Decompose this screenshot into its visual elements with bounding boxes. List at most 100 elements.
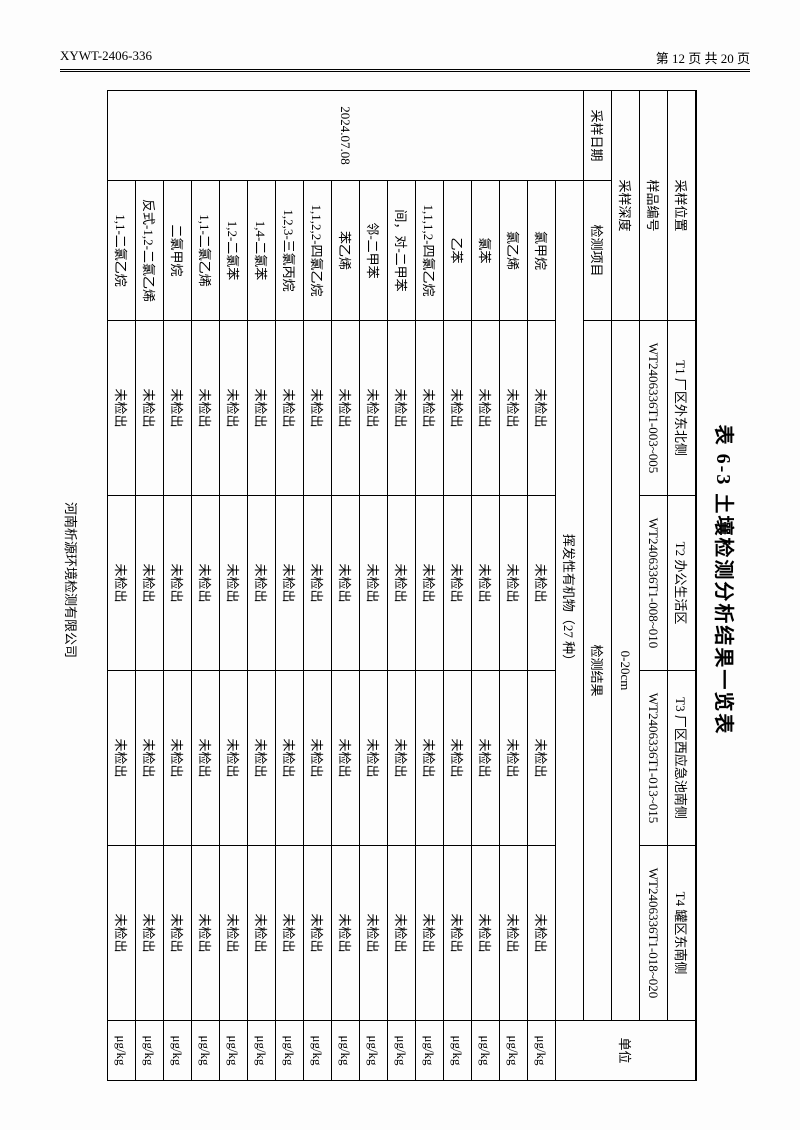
val-t3: 未检出 [304, 671, 332, 846]
val-unit: μg/kg [276, 1021, 304, 1081]
val-t4: 未检出 [276, 846, 304, 1021]
label-result: 检测结果 [584, 321, 612, 1021]
val-t4: 未检出 [360, 846, 388, 1021]
rotated-content: 表 6-3 土壤检测分析结果一览表 采样位置T1 厂区外东北侧T2 办公生活区T… [50, 90, 750, 1070]
label-unit: 单位 [556, 1021, 697, 1081]
val-t1: 未检出 [416, 321, 444, 496]
col-t1-pos: T1 厂区外东北侧 [668, 321, 697, 496]
val-t2: 未检出 [472, 496, 500, 671]
val-t1: 未检出 [360, 321, 388, 496]
val-t3: 未检出 [220, 671, 248, 846]
sample-date: 2024.07.08 [108, 91, 584, 181]
val-t2: 未检出 [444, 496, 472, 671]
item-name: 氯乙烯 [500, 181, 528, 321]
val-t4: 未检出 [388, 846, 416, 1021]
val-t4: 未检出 [332, 846, 360, 1021]
val-t4: 未检出 [220, 846, 248, 1021]
col-t2-code: WT2406336T1-008~010 [640, 496, 668, 671]
val-t1: 未检出 [528, 321, 556, 496]
val-t2: 未检出 [248, 496, 276, 671]
val-t4: 未检出 [472, 846, 500, 1021]
val-t1: 未检出 [276, 321, 304, 496]
val-t1: 未检出 [192, 321, 220, 496]
val-unit: μg/kg [108, 1021, 136, 1081]
col-t4-pos: T4 罐区东南侧 [668, 846, 697, 1021]
val-t3: 未检出 [472, 671, 500, 846]
item-name: 邻-二甲苯 [360, 181, 388, 321]
item-name: 1,4-二氯苯 [248, 181, 276, 321]
item-name: 苯乙烯 [332, 181, 360, 321]
val-t3: 未检出 [500, 671, 528, 846]
item-name: 间，对-二甲苯 [388, 181, 416, 321]
footer-company: 河南析源环境检测有限公司 [62, 90, 81, 1070]
val-t2: 未检出 [136, 496, 164, 671]
val-unit: μg/kg [360, 1021, 388, 1081]
item-name: 1,1,2,2-四氯乙烷 [304, 181, 332, 321]
item-name: 1,1,1,2-四氯乙烷 [416, 181, 444, 321]
label-sample-code: 样品编号 [640, 91, 668, 321]
val-t3: 未检出 [164, 671, 192, 846]
val-t3: 未检出 [444, 671, 472, 846]
val-t1: 未检出 [164, 321, 192, 496]
val-unit: μg/kg [388, 1021, 416, 1081]
val-t2: 未检出 [388, 496, 416, 671]
item-name: 1,1-二氯乙烷 [108, 181, 136, 321]
val-t3: 未检出 [332, 671, 360, 846]
item-name: 1,2-二氯苯 [220, 181, 248, 321]
label-sample-pos: 采样位置 [668, 91, 697, 321]
val-t3: 未检出 [416, 671, 444, 846]
group-title: 挥发性有机物（27 种） [556, 181, 584, 1021]
page: XYWT-2406-336 第 12 页 共 20 页 表 6-3 土壤检测分析… [0, 0, 800, 1130]
col-t3-pos: T3 厂区西应急池南侧 [668, 671, 697, 846]
topbar: XYWT-2406-336 第 12 页 共 20 页 [60, 48, 750, 72]
val-unit: μg/kg [220, 1021, 248, 1081]
val-t4: 未检出 [444, 846, 472, 1021]
item-name: 二氯甲烷 [164, 181, 192, 321]
val-t2: 未检出 [304, 496, 332, 671]
val-t1: 未检出 [472, 321, 500, 496]
val-t4: 未检出 [416, 846, 444, 1021]
val-t2: 未检出 [416, 496, 444, 671]
val-t2: 未检出 [108, 496, 136, 671]
item-name: 反式-1,2-二氯乙烯 [136, 181, 164, 321]
val-unit: μg/kg [500, 1021, 528, 1081]
val-unit: μg/kg [332, 1021, 360, 1081]
label-item: 检测项目 [584, 181, 612, 321]
val-unit: μg/kg [416, 1021, 444, 1081]
val-t2: 未检出 [164, 496, 192, 671]
val-t3: 未检出 [388, 671, 416, 846]
val-t2: 未检出 [360, 496, 388, 671]
val-unit: μg/kg [192, 1021, 220, 1081]
val-t2: 未检出 [528, 496, 556, 671]
col-t4-code: WT2406336T1-018~020 [640, 846, 668, 1021]
val-t4: 未检出 [192, 846, 220, 1021]
val-t3: 未检出 [248, 671, 276, 846]
val-t2: 未检出 [332, 496, 360, 671]
val-t4: 未检出 [304, 846, 332, 1021]
item-name: 氯苯 [472, 181, 500, 321]
item-name: 乙苯 [444, 181, 472, 321]
val-t3: 未检出 [136, 671, 164, 846]
val-t4: 未检出 [108, 846, 136, 1021]
val-t1: 未检出 [304, 321, 332, 496]
val-t1: 未检出 [248, 321, 276, 496]
val-t2: 未检出 [276, 496, 304, 671]
val-t4: 未检出 [136, 846, 164, 1021]
col-t1-code: WT2406336T1-003~005 [640, 321, 668, 496]
label-sample-date: 采样日期 [584, 91, 612, 181]
col-t2-pos: T2 办公生活区 [668, 496, 697, 671]
doc-code: XYWT-2406-336 [60, 48, 152, 67]
val-t4: 未检出 [248, 846, 276, 1021]
val-t3: 未检出 [276, 671, 304, 846]
item-name: 1,1-二氯乙烯 [192, 181, 220, 321]
val-t1: 未检出 [136, 321, 164, 496]
val-t1: 未检出 [108, 321, 136, 496]
val-t2: 未检出 [192, 496, 220, 671]
val-unit: μg/kg [528, 1021, 556, 1081]
val-unit: μg/kg [472, 1021, 500, 1081]
val-t3: 未检出 [528, 671, 556, 846]
val-t3: 未检出 [360, 671, 388, 846]
label-sample-depth: 采样深度 [612, 91, 640, 321]
val-t1: 未检出 [500, 321, 528, 496]
val-t2: 未检出 [220, 496, 248, 671]
